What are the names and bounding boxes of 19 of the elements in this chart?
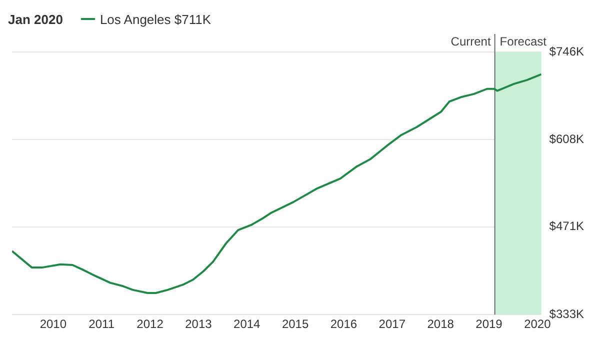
x-tick-label: 2016 [330, 317, 358, 332]
x-tick-label: 2011 [88, 317, 115, 332]
x-tick-label: 2019 [476, 317, 503, 332]
y-tick-label: $333K [549, 306, 584, 321]
x-tick-label: 2013 [185, 317, 212, 332]
chart-title: Jan 2020 [8, 12, 63, 26]
x-tick-label: 2014 [234, 317, 261, 332]
legend-label: Los Angeles $711K [100, 12, 212, 26]
x-tick-label: 2017 [378, 317, 406, 332]
y-tick-label: $471K [549, 219, 584, 234]
y-tick-label: $608K [549, 132, 584, 146]
x-tick-label: 2015 [282, 317, 309, 332]
band-label: Forecast [500, 34, 548, 48]
x-tick-label: 2012 [136, 317, 164, 332]
y-tick-label: $746K [549, 44, 584, 58]
x-tick-label: 2018 [427, 317, 454, 332]
x-tick-label: 2010 [40, 317, 67, 332]
ref-line-label: Current [450, 34, 492, 48]
x-tick-label: 2020 [524, 317, 552, 332]
